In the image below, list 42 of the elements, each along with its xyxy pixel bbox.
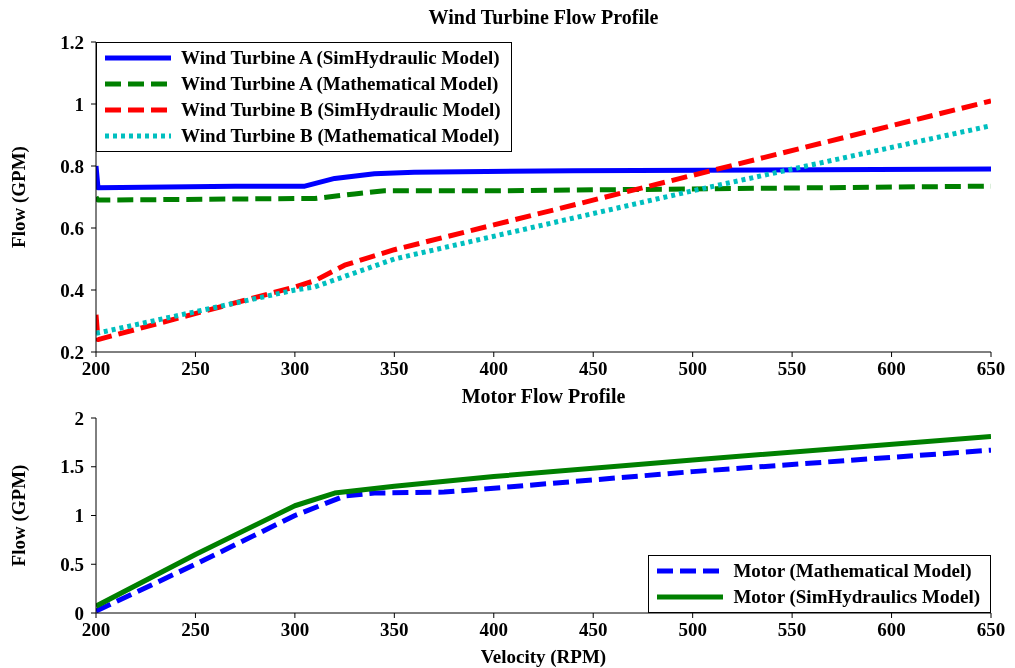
y-axis-title: Flow (GPM) — [7, 146, 30, 248]
x-tick-label: 550 — [777, 619, 807, 641]
y-tick-label: 0.2 — [60, 341, 84, 363]
x-tick-label: 350 — [380, 619, 409, 641]
x-tick-label: 650 — [976, 358, 1006, 380]
legend-label: Wind Turbine A (SimHydraulic Model) — [181, 46, 500, 70]
y-tick-label: 0.4 — [60, 279, 85, 301]
y-tick-label: 1 — [74, 505, 84, 527]
x-tick-label: 400 — [479, 619, 509, 641]
y-tick-label: 1.5 — [60, 456, 84, 478]
x-tick-label: 600 — [877, 358, 906, 380]
x-tick-label: 250 — [181, 358, 210, 380]
legend-label: Motor (SimHydraulics Model) — [733, 585, 980, 609]
y-tick-label: 0 — [74, 602, 84, 624]
y-tick-label: 1 — [74, 93, 84, 115]
legend-label: Wind Turbine A (Mathematical Model) — [181, 72, 499, 96]
y-tick-label: 1.2 — [60, 31, 84, 53]
x-tick-label: 450 — [578, 619, 608, 641]
x-tick-label: 200 — [81, 619, 111, 641]
x-tick-label: 250 — [181, 619, 210, 641]
y-tick-label: 0.6 — [60, 217, 84, 239]
x-tick-label: 500 — [678, 358, 707, 380]
x-tick-label: 500 — [678, 619, 707, 641]
x-tick-label: 200 — [81, 358, 111, 380]
chart-title: Wind Turbine Flow Profile — [427, 6, 660, 29]
x-tick-label: 350 — [380, 358, 409, 380]
legend-label: Motor (Mathematical Model) — [733, 559, 972, 583]
y-tick-label: 2 — [74, 407, 84, 429]
x-tick-label: 650 — [976, 619, 1006, 641]
legend-label: Wind Turbine B (SimHydraulic Model) — [181, 98, 501, 122]
y-axis-title: Flow (GPM) — [7, 464, 30, 567]
y-tick-label: 0.5 — [60, 553, 84, 575]
y-tick-label: 0.8 — [60, 155, 84, 177]
x-tick-label: 550 — [777, 358, 807, 380]
x-tick-label: 300 — [280, 619, 310, 641]
chart-title: Motor Flow Profile — [460, 385, 627, 408]
x-tick-label: 300 — [280, 358, 310, 380]
x-tick-label: 400 — [479, 358, 509, 380]
x-tick-label: 450 — [578, 358, 608, 380]
legend-label: Wind Turbine B (Mathematical Model) — [181, 124, 500, 148]
x-tick-label: 600 — [877, 619, 906, 641]
x-axis-title: Velocity (RPM) — [480, 646, 607, 668]
